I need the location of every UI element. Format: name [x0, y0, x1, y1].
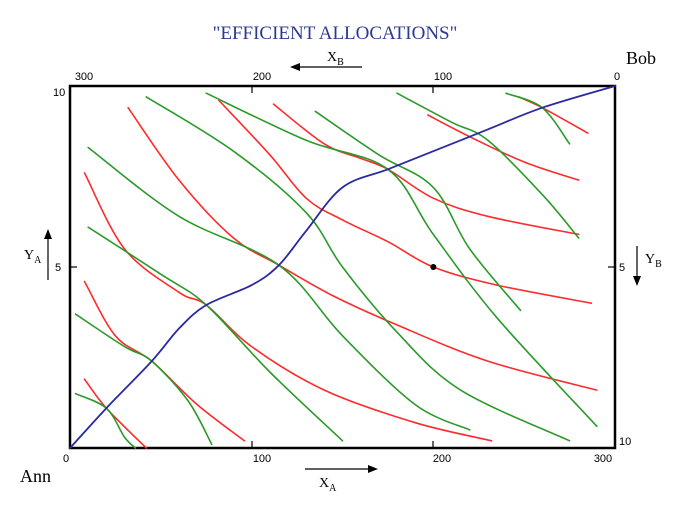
svg-text:XA: XA: [319, 476, 337, 494]
bob-origin-label: Bob: [626, 48, 656, 68]
ya-tick-10: 10: [53, 87, 65, 99]
ann-origin-label: Ann: [20, 466, 51, 486]
svg-text:YA: YA: [24, 248, 42, 266]
xb-tick-100: 100: [434, 71, 452, 83]
yb-tick-10: 10: [619, 436, 631, 448]
bob-indifference-curve-5: [145, 96, 571, 442]
ann-indifference-curve-8: [517, 96, 589, 134]
svg-text:YB: YB: [645, 252, 662, 270]
bob-indifference-curve-8: [396, 92, 580, 239]
xa-tick-200: 200: [433, 453, 451, 465]
ann-indifference-curve-4: [127, 106, 598, 391]
ann-indifference-curve-3: [83, 172, 493, 442]
xa-arrowhead-icon: [368, 465, 378, 473]
bob-indifference-curve-2: [74, 313, 213, 446]
bob-indifference-curves: [74, 92, 598, 449]
xa-tick-0: 0: [63, 453, 69, 465]
xa-axis-label: XA: [305, 465, 378, 494]
diagram-title: "EFFICIENT ALLOCATIONS": [213, 23, 458, 44]
tick-marks: [70, 86, 615, 448]
allocation-point: [430, 264, 437, 270]
xa-tick-100: 100: [253, 453, 271, 465]
yb-axis-label: YB: [633, 246, 662, 286]
bob-indifference-curve-3: [87, 226, 344, 442]
xb-tick-300: 300: [75, 71, 93, 83]
ya-arrowhead-icon: [44, 229, 52, 239]
ann-indifference-curve-5: [218, 99, 593, 304]
svg-text:XB: XB: [327, 50, 344, 68]
ann-indifference-curve-7: [427, 114, 580, 181]
xb-tick-0: 0: [614, 71, 620, 83]
ann-indifference-curve-2: [83, 280, 246, 442]
bob-indifference-curve-4: [87, 146, 471, 431]
yb-arrowhead-icon: [633, 276, 641, 286]
xb-arrowhead-icon: [290, 63, 300, 71]
ann-indifference-curve-1: [83, 378, 148, 449]
contract-curve-layer: [69, 85, 616, 449]
bob-indifference-curve-6: [205, 92, 598, 428]
xb-axis-label: XB: [290, 50, 362, 71]
bob-indifference-curve-1: [74, 392, 137, 449]
bob-indifference-curve-7: [314, 110, 522, 312]
ya-axis-label: YA: [24, 229, 52, 280]
yb-tick-5: 5: [619, 262, 625, 274]
ya-tick-5: 5: [55, 262, 61, 274]
ann-indifference-curves: [83, 96, 598, 449]
xa-tick-300: 300: [594, 453, 612, 465]
contract-curve: [69, 85, 616, 449]
xb-tick-200: 200: [253, 71, 271, 83]
